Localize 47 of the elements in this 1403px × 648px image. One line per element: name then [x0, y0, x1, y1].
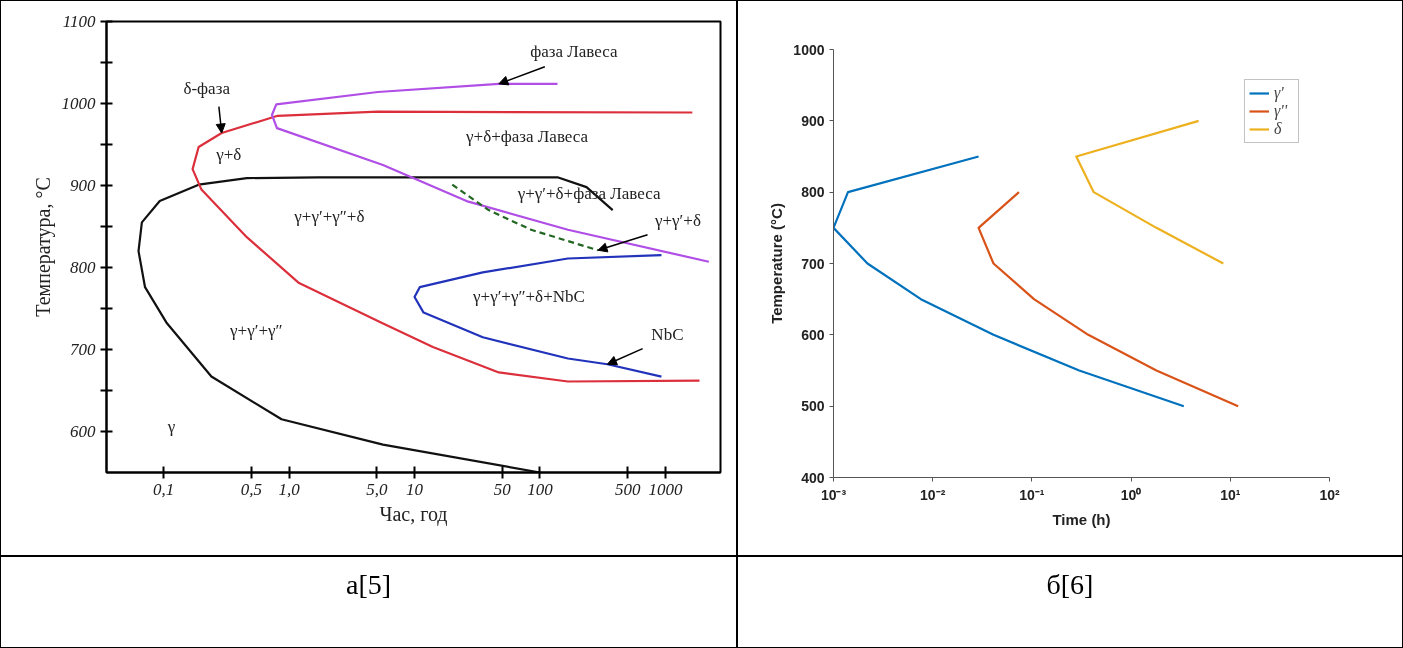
annotation: γ+δ: [215, 145, 242, 165]
y-tick-label: 600: [801, 326, 825, 343]
y-tick-label: 400: [801, 469, 825, 486]
x-tick-label: 10⁻¹: [1019, 486, 1045, 503]
y-tick-label: 800: [801, 184, 825, 201]
x-tick-label: 10⁰: [1120, 486, 1142, 503]
y-tick-label: 800: [70, 258, 96, 277]
y-axis-title: Температура, °С: [31, 177, 55, 317]
x-tick-label: 10²: [1319, 486, 1340, 503]
text: б[6]: [1046, 568, 1094, 602]
legend-label: δ: [1274, 120, 1283, 138]
annotation: γ: [166, 417, 176, 436]
y-tick-label: 700: [801, 255, 825, 272]
annotation: фаза Лавеса: [530, 42, 618, 62]
y-tick-label: 700: [70, 340, 96, 359]
x-axis-title: Time (h): [1052, 510, 1111, 528]
annotation: NbC: [651, 324, 684, 344]
x-tick-label: 0,1: [153, 479, 175, 499]
x-tick-label: 50: [493, 479, 512, 499]
y-tick-label: 900: [70, 176, 96, 195]
x-tick-label: 500: [614, 479, 641, 499]
x-tick-label: 5,0: [366, 479, 388, 499]
y-tick-label: 1100: [62, 12, 96, 31]
y-tick-label: 500: [801, 398, 825, 415]
annotation: γ+δ+фаза Лавеса: [465, 127, 589, 147]
y-axis-title: Temperature (°C): [768, 203, 786, 324]
x-tick-label: 10⁻²: [920, 486, 946, 503]
x-tick-label: 1,0: [278, 479, 301, 499]
x-tick-label: 100: [527, 479, 554, 499]
annotation: δ-фаза: [183, 78, 231, 98]
x-tick-label: 10⁻³: [820, 486, 847, 503]
annotation: γ+γ′+δ: [654, 210, 701, 230]
legend-label: γ': [1274, 84, 1285, 102]
legend-label: γ'': [1274, 102, 1289, 120]
annotation: γ+γ′+γ″: [229, 320, 283, 340]
annotation: γ+γ′+γ″+δ: [293, 207, 365, 227]
x-tick-label: 10¹: [1220, 486, 1241, 503]
annotation: γ+γ′+γ″+δ+NbC: [472, 286, 585, 306]
text: а[5]: [345, 568, 392, 602]
x-tick-label: 1000: [648, 479, 683, 499]
x-tick-label: 10: [406, 479, 424, 499]
y-tick-label: 900: [801, 112, 825, 129]
x-axis-title: Час, год: [379, 502, 448, 526]
y-tick-label: 600: [70, 422, 96, 441]
y-tick-label: 1000: [793, 41, 825, 58]
y-tick-label: 1000: [61, 94, 96, 113]
x-tick-label: 0,5: [240, 479, 262, 499]
